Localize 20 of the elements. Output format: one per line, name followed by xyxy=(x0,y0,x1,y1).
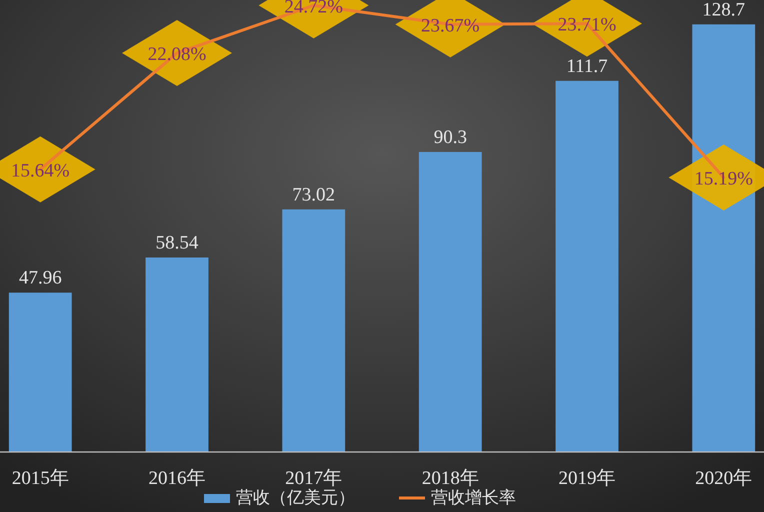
data-label: 22.08% xyxy=(148,44,206,66)
data-label: 24.72% xyxy=(284,0,344,18)
x-tick-label: 2017年 xyxy=(285,468,342,489)
legend-label: 营收增长率 xyxy=(431,488,516,508)
data-label: 58.54 xyxy=(156,232,199,254)
x-tick-label: 2016年 xyxy=(148,468,206,489)
data-label: 15.19% xyxy=(694,168,754,190)
data-label: 111.7 xyxy=(566,56,608,77)
x-tick-label: 2020年 xyxy=(695,468,752,489)
data-label: 23.67% xyxy=(421,15,480,36)
x-tick-label: 2019年 xyxy=(558,468,616,489)
data-label: 15.64% xyxy=(11,160,70,182)
legend-label: 营收（亿美元） xyxy=(236,488,355,508)
data-label: 47.96 xyxy=(18,268,62,289)
data-label: 73.02 xyxy=(292,184,336,206)
x-tick-label: 2018年 xyxy=(422,468,479,489)
x-tick-label: 2015年 xyxy=(12,468,69,489)
data-label: 23.71% xyxy=(558,14,616,36)
data-label: 128.7 xyxy=(702,0,746,20)
data-label: 90.3 xyxy=(434,126,467,148)
